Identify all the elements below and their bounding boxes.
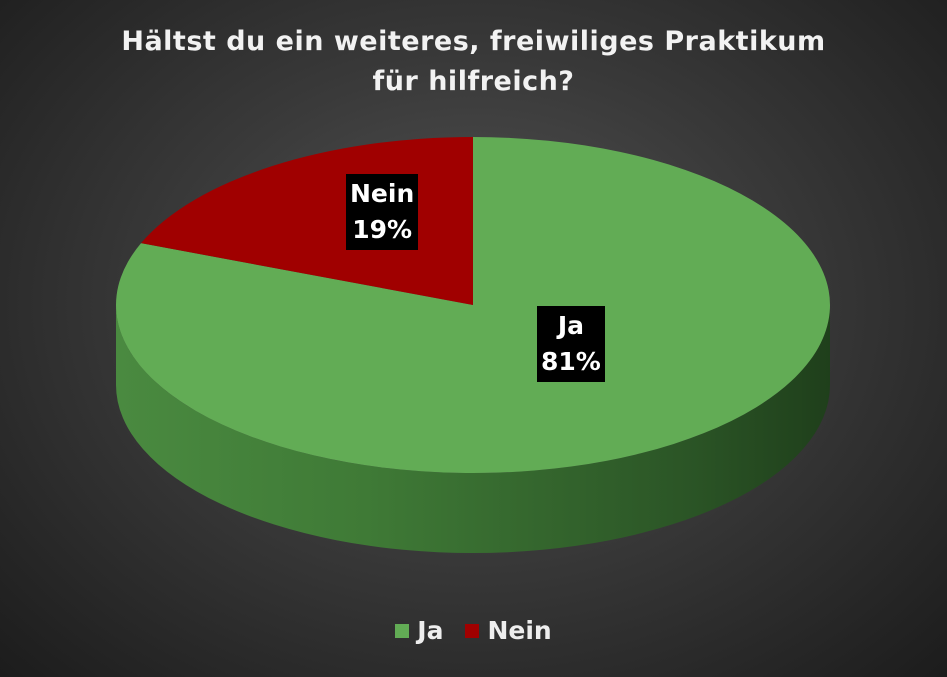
legend: Ja Nein <box>0 616 947 645</box>
data-label-nein-category: Nein <box>350 179 415 208</box>
legend-label-ja: Ja <box>417 616 444 645</box>
pie-slice-ja[interactable] <box>116 137 831 473</box>
chart-title: Hältst du ein weiteres, freiwiliges Prak… <box>0 22 947 102</box>
data-label-nein: Nein 19% <box>346 174 419 250</box>
chart-title-line-1: Hältst du ein weiteres, freiwiliges Prak… <box>121 26 826 57</box>
legend-swatch-nein <box>465 623 480 638</box>
data-label-ja: Ja 81% <box>537 306 605 382</box>
legend-label-nein: Nein <box>487 616 552 645</box>
data-label-ja-percent: 81% <box>541 347 601 376</box>
chart-title-line-2: für hilfreich? <box>372 66 575 97</box>
legend-item-nein[interactable]: Nein <box>465 616 552 645</box>
data-label-ja-category: Ja <box>557 311 584 340</box>
pie-side-ja <box>116 305 830 553</box>
data-label-nein-percent: 19% <box>352 215 413 244</box>
legend-item-ja[interactable]: Ja <box>395 616 443 645</box>
legend-swatch-ja <box>395 623 410 638</box>
